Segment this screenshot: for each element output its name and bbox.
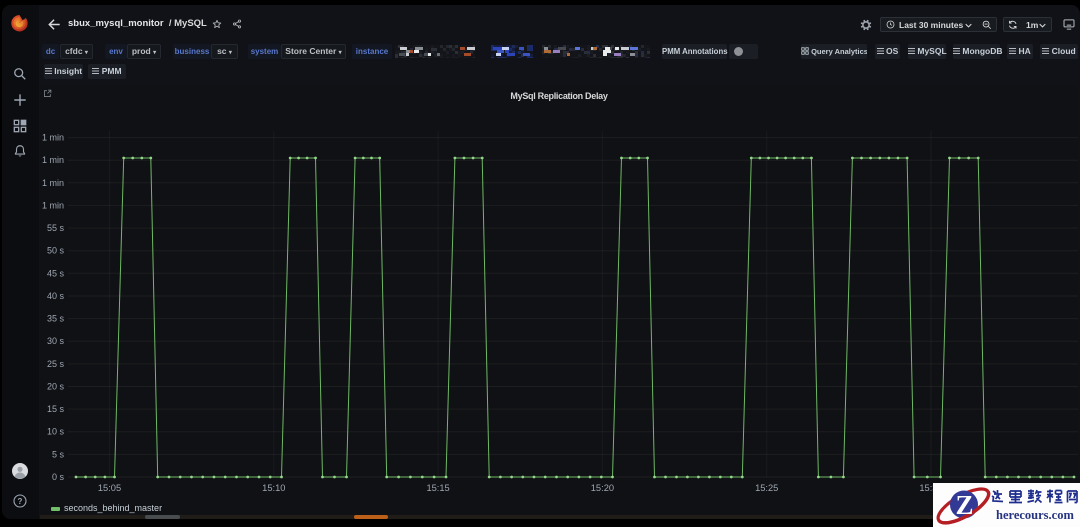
svg-text:20 s: 20 s — [47, 382, 65, 392]
svg-text:50 s: 50 s — [47, 246, 65, 256]
svg-text:1 min: 1 min — [42, 200, 64, 210]
svg-text:15 s: 15 s — [47, 404, 65, 414]
svg-text:1 min: 1 min — [42, 155, 64, 165]
svg-text:15:20: 15:20 — [591, 483, 614, 493]
svg-text:35 s: 35 s — [47, 314, 65, 324]
svg-text:Z: Z — [955, 490, 973, 520]
svg-text:15:30: 15:30 — [919, 483, 942, 493]
svg-text:10 s: 10 s — [47, 427, 65, 437]
svg-text:15:05: 15:05 — [98, 483, 121, 493]
svg-text:0 s: 0 s — [52, 472, 65, 482]
svg-text:45 s: 45 s — [47, 268, 65, 278]
svg-text:55 s: 55 s — [47, 223, 65, 233]
svg-text:25 s: 25 s — [47, 359, 65, 369]
svg-text:15:25: 15:25 — [755, 483, 778, 493]
svg-text:?: ? — [18, 497, 23, 506]
svg-text:30 s: 30 s — [47, 336, 65, 346]
svg-text:1 min: 1 min — [42, 178, 64, 188]
svg-text:1 min: 1 min — [42, 133, 64, 143]
svg-text:5 s: 5 s — [52, 449, 65, 459]
svg-text:15:10: 15:10 — [262, 483, 285, 493]
svg-text:40 s: 40 s — [47, 291, 65, 301]
svg-text:15:15: 15:15 — [426, 483, 449, 493]
